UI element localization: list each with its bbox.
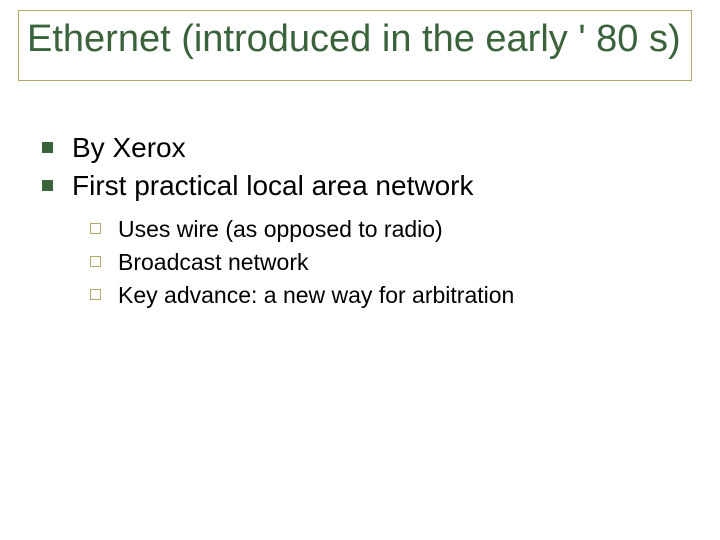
bullet-text: By Xerox xyxy=(72,132,186,163)
slide: Ethernet (introduced in the early ' 80 s… xyxy=(0,0,720,540)
slide-title: Ethernet (introduced in the early ' 80 s… xyxy=(27,17,681,62)
bullet-text: Broadcast network xyxy=(118,249,308,275)
list-item: Key advance: a new way for arbitration xyxy=(84,280,690,311)
bullet-text: First practical local area network xyxy=(72,170,473,201)
list-item: First practical local area network Uses … xyxy=(36,168,690,311)
bullet-text: Uses wire (as opposed to radio) xyxy=(118,216,443,242)
slide-body: By Xerox First practical local area netw… xyxy=(36,130,690,313)
sub-bullet-list: Uses wire (as opposed to radio) Broadcas… xyxy=(84,214,690,311)
bullet-text: Key advance: a new way for arbitration xyxy=(118,282,514,308)
title-box: Ethernet (introduced in the early ' 80 s… xyxy=(18,10,692,81)
bullet-list: By Xerox First practical local area netw… xyxy=(36,130,690,311)
list-item: Uses wire (as opposed to radio) xyxy=(84,214,690,245)
list-item: Broadcast network xyxy=(84,247,690,278)
list-item: By Xerox xyxy=(36,130,690,166)
